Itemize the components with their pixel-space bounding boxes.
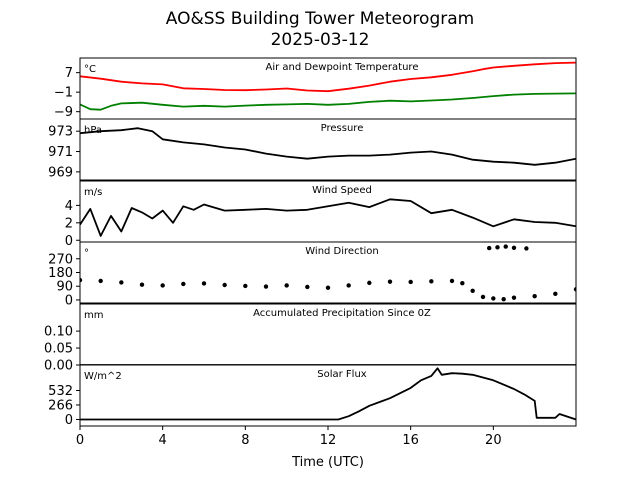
data-point xyxy=(119,280,124,285)
panel-0: 7 −1 −9 Air and Dewpoint Temperature °C xyxy=(54,57,577,120)
y-tick-label: 0.05 xyxy=(44,342,73,357)
data-point xyxy=(201,281,207,286)
x-axis-label: Time (UTC) xyxy=(291,455,364,470)
y-tick-label: 90 xyxy=(56,280,73,295)
time-axis: 0 4 8 12 16 20 xyxy=(76,426,502,448)
data-point xyxy=(387,279,393,284)
y-tick-label: 0 xyxy=(65,413,73,428)
panel-title: Accumulated Precipitation Since 0Z xyxy=(253,308,431,319)
data-point xyxy=(511,295,517,300)
data-point xyxy=(553,291,558,297)
x-tick-label: 4 xyxy=(159,433,167,448)
data-point xyxy=(460,280,465,286)
data-point xyxy=(532,293,537,299)
data-point xyxy=(80,277,83,283)
panel-unit: ° xyxy=(84,248,89,259)
series-line-0 xyxy=(80,127,576,166)
panel-unit: m/s xyxy=(84,187,102,198)
panel-1: 973 971 969 Pressure hPa xyxy=(48,118,577,181)
y-tick-label: 532 xyxy=(48,384,73,399)
y-tick-label: 0 xyxy=(65,234,73,249)
data-point xyxy=(503,244,508,249)
y-tick-label: 4 xyxy=(65,199,73,214)
data-point xyxy=(98,278,103,284)
y-tick-label: −9 xyxy=(54,105,73,120)
data-point xyxy=(470,288,475,293)
data-point xyxy=(325,285,331,290)
y-tick-label: 266 xyxy=(48,398,73,413)
data-point xyxy=(480,294,486,300)
data-point xyxy=(495,245,500,250)
data-point xyxy=(501,296,506,302)
x-tick-label: 16 xyxy=(402,433,419,448)
series-line-0 xyxy=(80,198,576,237)
panel-unit: mm xyxy=(84,310,103,321)
data-point xyxy=(408,279,413,285)
data-point xyxy=(367,280,372,286)
y-tick-label: 969 xyxy=(48,165,73,180)
panel-unit: hPa xyxy=(84,125,102,136)
data-point xyxy=(284,283,289,288)
data-point xyxy=(263,284,269,289)
data-point xyxy=(429,279,434,284)
y-tick-label: −1 xyxy=(54,86,73,101)
y-tick-label: 7 xyxy=(65,66,73,81)
panel-2: 4 2 0 Wind Speed m/s xyxy=(65,180,577,249)
panel-unit: °C xyxy=(84,64,96,75)
data-point xyxy=(305,284,310,290)
series-line-0 xyxy=(80,367,576,421)
x-tick-label: 20 xyxy=(485,433,502,448)
panel-title: Pressure xyxy=(321,123,364,134)
data-point xyxy=(160,283,165,288)
panel-title: Wind Direction xyxy=(305,246,379,257)
figure-title: AO&SS Building Tower Meteorogram xyxy=(166,9,474,29)
y-tick-label: 180 xyxy=(48,266,73,281)
panel-frame xyxy=(79,118,577,181)
y-tick-label: 0.00 xyxy=(44,359,73,374)
series-line-1 xyxy=(80,92,576,111)
y-tick-label: 270 xyxy=(48,252,73,267)
series-line-0 xyxy=(80,61,576,93)
data-point xyxy=(181,281,186,287)
data-point xyxy=(491,296,496,301)
data-point xyxy=(346,283,351,288)
y-tick-label: 0 xyxy=(65,293,73,308)
data-point xyxy=(573,287,576,292)
y-tick-label: 973 xyxy=(48,125,73,140)
data-point xyxy=(487,245,492,251)
figure-date: 2025-03-12 xyxy=(271,30,370,50)
panel-title: Wind Speed xyxy=(312,185,372,196)
data-point xyxy=(524,246,529,251)
x-tick-label: 12 xyxy=(320,433,337,448)
data-point xyxy=(222,282,227,288)
data-point xyxy=(139,282,145,287)
y-tick-label: 2 xyxy=(65,216,73,231)
data-point xyxy=(449,278,455,284)
panel-title: Air and Dewpoint Temperature xyxy=(266,62,419,73)
y-tick-label: 971 xyxy=(48,145,73,160)
x-tick-label: 8 xyxy=(241,433,249,448)
y-tick-label: 0.10 xyxy=(44,325,73,340)
panel-4: 0.10 0.05 0.00 Accumulated Precipitation Si… xyxy=(44,303,577,374)
data-point xyxy=(243,283,248,289)
x-tick-label: 0 xyxy=(76,433,84,448)
panel-title: Solar Flux xyxy=(317,369,367,380)
data-point xyxy=(511,245,517,250)
panel-unit: W/m^2 xyxy=(84,371,122,382)
